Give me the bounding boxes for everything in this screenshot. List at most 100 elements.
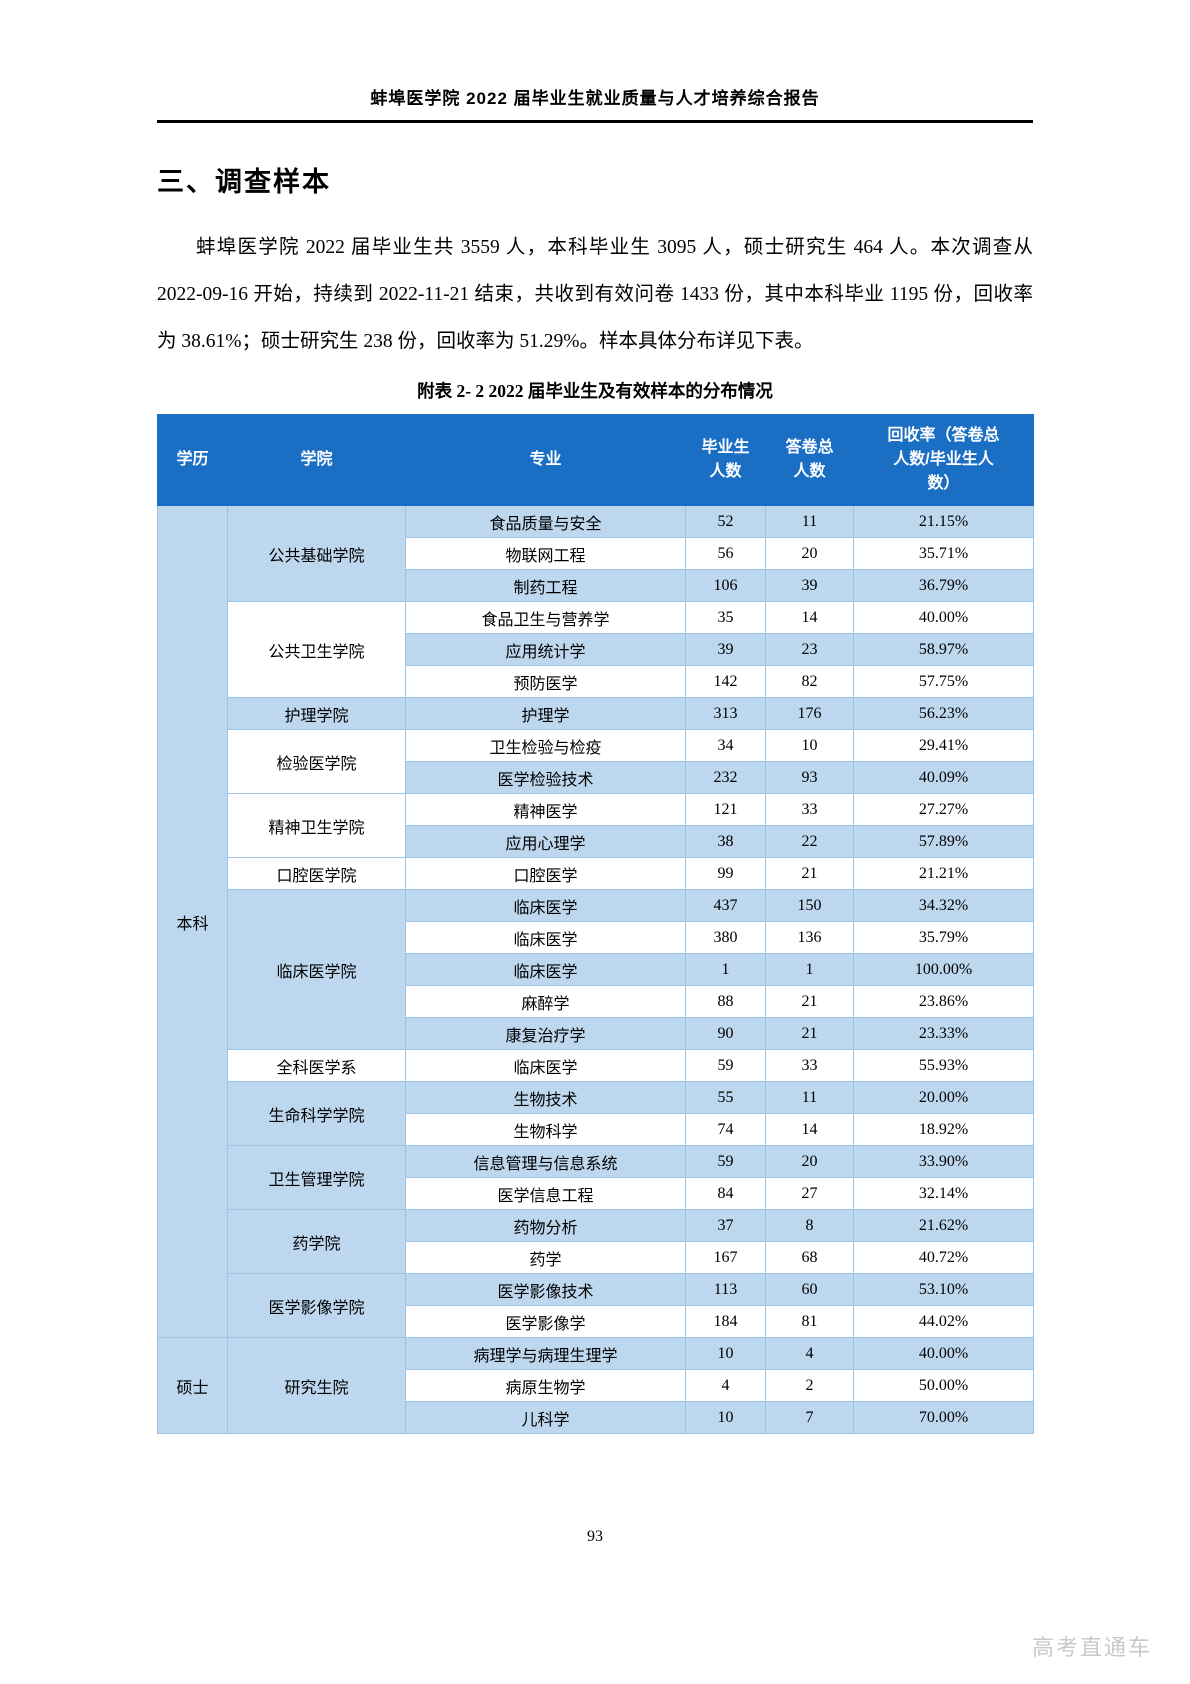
rate-cell: 44.02% [853, 1305, 1034, 1339]
respondents-cell: 14 [765, 601, 854, 635]
rate-cell: 40.09% [853, 761, 1034, 795]
graduates-cell: 437 [685, 889, 766, 923]
respondents-cell: 33 [765, 1049, 854, 1083]
graduates-cell: 380 [685, 921, 766, 955]
respondents-cell: 39 [765, 569, 854, 603]
header-major: 专业 [405, 414, 686, 507]
table-row: 精神卫生学院 精神医学 121 33 27.27% [158, 793, 1034, 859]
table-row: 检验医学院 卫生检验与检疫 34 10 29.41% [158, 729, 1034, 795]
rate-cell: 53.10% [853, 1273, 1034, 1307]
table-row: 医学影像学院 医学影像技术 113 60 53.10% [158, 1273, 1034, 1339]
table-caption: 附表 2- 2 2022 届毕业生及有效样本的分布情况 [417, 381, 773, 402]
table-row: 硕士 研究生院 病理学与病理生理学 10 4 40.00% [157, 1337, 1034, 1435]
graduates-cell: 52 [685, 505, 766, 539]
rate-cell: 58.97% [853, 633, 1034, 667]
respondents-cell: 60 [765, 1273, 854, 1307]
rate-cell: 35.71% [853, 537, 1034, 571]
respondents-cell: 7 [765, 1401, 854, 1435]
respondents-cell: 11 [765, 505, 854, 539]
rate-cell: 70.00% [853, 1401, 1034, 1435]
respondents-cell: 21 [765, 1017, 854, 1051]
table-row: 临床医学院 临床医学 437 150 34.32% [158, 889, 1034, 1051]
rate-cell: 32.14% [853, 1177, 1034, 1211]
graduates-cell: 35 [685, 601, 766, 635]
rate-cell: 55.93% [853, 1049, 1034, 1083]
table-row: 生物科学 74 14 18.92% [158, 1113, 1034, 1147]
major-cell: 信息管理与信息系统 [405, 1145, 686, 1179]
rate-cell: 21.21% [853, 857, 1034, 891]
table-row: 医学信息工程 84 27 32.14% [158, 1177, 1034, 1211]
college-cell: 公共卫生学院 [227, 601, 406, 699]
graduates-cell: 88 [685, 985, 766, 1019]
college-cell: 公共基础学院 [227, 505, 406, 603]
graduates-cell: 121 [685, 793, 766, 827]
table-row: 临床医学 1 1 100.00% [158, 953, 1034, 987]
respondents-cell: 2 [765, 1369, 854, 1403]
graduates-cell: 34 [685, 729, 766, 763]
table-row: 药学 167 68 40.72% [158, 1241, 1034, 1275]
table-header-row: 学历 学院 专业 毕业生 人数 答卷总 人数 回收率（答卷总 人数/毕业生人 数… [157, 414, 1034, 507]
rate-cell: 36.79% [853, 569, 1034, 603]
major-cell: 麻醉学 [405, 985, 686, 1019]
college-cell: 精神卫生学院 [227, 793, 406, 859]
rate-cell: 57.89% [853, 825, 1034, 859]
major-cell: 临床医学 [405, 1049, 686, 1083]
major-cell: 临床医学 [405, 953, 686, 987]
graduates-cell: 90 [685, 1017, 766, 1051]
graduates-cell: 84 [685, 1177, 766, 1211]
table-row: 本科 公共基础学院 食品质量与安全 52 11 21.15% [157, 505, 1034, 1339]
header-college: 学院 [227, 414, 406, 507]
table-row: 应用心理学 38 22 57.89% [158, 825, 1034, 859]
rate-cell: 40.72% [853, 1241, 1034, 1275]
respondents-cell: 81 [765, 1305, 854, 1339]
respondents-cell: 23 [765, 633, 854, 667]
respondents-cell: 1 [765, 953, 854, 987]
college-cell: 研究生院 [227, 1337, 406, 1435]
section-title: 三、调查样本 [157, 167, 331, 197]
respondents-cell: 21 [765, 985, 854, 1019]
respondents-cell: 10 [765, 729, 854, 763]
respondents-cell: 176 [765, 697, 854, 731]
respondents-cell: 22 [765, 825, 854, 859]
table-row: 生命科学学院 生物技术 55 11 20.00% [158, 1081, 1034, 1147]
graduates-cell: 74 [685, 1113, 766, 1147]
college-cell: 临床医学院 [227, 889, 406, 1051]
college-cell: 检验医学院 [227, 729, 406, 795]
body-paragraph: 蚌埠医学院 2022 届毕业生共 3559 人，本科毕业生 3095 人，硕士研… [157, 237, 1033, 352]
graduates-cell: 55 [685, 1081, 766, 1115]
table-row: 儿科学 10 7 70.00% [158, 1401, 1034, 1435]
rate-cell: 35.79% [853, 921, 1034, 955]
rate-cell: 40.00% [853, 1337, 1034, 1371]
graduates-cell: 37 [685, 1209, 766, 1243]
major-cell: 生物科学 [405, 1113, 686, 1147]
respondents-cell: 11 [765, 1081, 854, 1115]
graduates-cell: 56 [685, 537, 766, 571]
respondents-cell: 33 [765, 793, 854, 827]
graduates-cell: 59 [685, 1145, 766, 1179]
graduates-cell: 10 [685, 1337, 766, 1371]
graduates-cell: 39 [685, 633, 766, 667]
college-cell: 卫生管理学院 [227, 1145, 406, 1211]
degree-cell: 硕士 [157, 1337, 228, 1435]
major-cell: 康复治疗学 [405, 1017, 686, 1051]
table-row: 康复治疗学 90 21 23.33% [158, 1017, 1034, 1051]
major-cell: 医学影像技术 [405, 1273, 686, 1307]
rate-cell: 34.32% [853, 889, 1034, 923]
major-cell: 物联网工程 [405, 537, 686, 571]
college-cell: 全科医学系 [227, 1049, 406, 1083]
document-header-title: 蚌埠医学院 2022 届毕业生就业质量与人才培养综合报告 [157, 84, 1033, 123]
respondents-cell: 4 [765, 1337, 854, 1371]
rate-cell: 56.23% [853, 697, 1034, 731]
graduates-cell: 313 [685, 697, 766, 731]
respondents-cell: 27 [765, 1177, 854, 1211]
table-row: 制药工程 106 39 36.79% [158, 569, 1034, 603]
rate-cell: 100.00% [853, 953, 1034, 987]
respondents-cell: 21 [765, 857, 854, 891]
respondents-cell: 20 [765, 537, 854, 571]
table-row: 药学院 药物分析 37 8 21.62% [158, 1209, 1034, 1275]
rate-cell: 21.15% [853, 505, 1034, 539]
major-cell: 食品质量与安全 [405, 505, 686, 539]
table-row: 口腔医学院 口腔医学 99 21 21.21% [158, 857, 1034, 891]
graduates-cell: 38 [685, 825, 766, 859]
